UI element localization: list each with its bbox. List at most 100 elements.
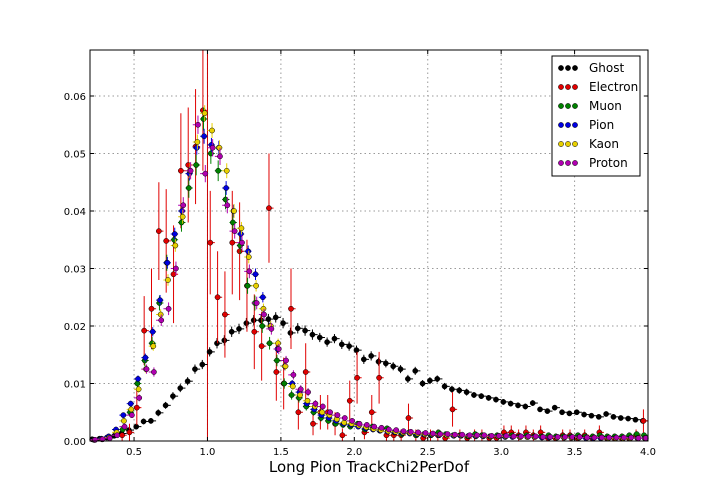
data-point bbox=[437, 431, 444, 437]
data-point bbox=[547, 434, 554, 440]
legend-label: Ghost bbox=[589, 61, 624, 75]
data-point bbox=[540, 434, 546, 440]
data-point bbox=[195, 121, 201, 128]
data-point bbox=[493, 396, 499, 403]
data-point bbox=[305, 389, 311, 395]
data-point bbox=[368, 353, 375, 359]
y-tick-label: 0.04 bbox=[64, 207, 86, 218]
legend-marker bbox=[558, 103, 564, 109]
x-axis-title: Long Pion TrackChi2PerDof bbox=[269, 458, 470, 476]
data-point bbox=[449, 406, 456, 413]
x-tick-label: 2.5 bbox=[420, 447, 436, 458]
x-tick-label: 1.5 bbox=[273, 447, 289, 458]
data-point bbox=[214, 294, 221, 301]
data-point bbox=[245, 248, 252, 255]
data-point bbox=[280, 320, 286, 326]
legend-marker bbox=[565, 65, 571, 71]
data-point bbox=[324, 339, 330, 345]
legend-marker bbox=[565, 84, 571, 90]
legend-label: Kaon bbox=[589, 137, 619, 151]
data-point bbox=[288, 305, 294, 312]
data-point bbox=[133, 404, 140, 411]
data-point bbox=[238, 225, 245, 232]
data-point bbox=[187, 167, 194, 174]
data-point bbox=[177, 385, 184, 391]
data-point bbox=[228, 328, 235, 335]
data-point bbox=[383, 360, 389, 367]
data-point bbox=[217, 153, 223, 160]
data-point bbox=[310, 420, 316, 427]
data-point bbox=[289, 383, 296, 390]
data-point bbox=[193, 144, 200, 151]
data-point bbox=[171, 231, 178, 237]
data-point bbox=[449, 386, 455, 393]
legend-marker bbox=[565, 160, 571, 166]
data-point bbox=[162, 402, 169, 409]
data-point bbox=[252, 271, 259, 278]
data-point bbox=[171, 236, 177, 243]
data-point bbox=[632, 416, 639, 423]
y-tick-label: 0.02 bbox=[64, 322, 86, 333]
data-point bbox=[360, 356, 367, 363]
data-point bbox=[170, 271, 177, 278]
data-point bbox=[316, 334, 323, 341]
data-point bbox=[378, 424, 385, 431]
data-point bbox=[237, 231, 244, 237]
data-point bbox=[128, 406, 135, 413]
legend-marker bbox=[572, 65, 578, 71]
data-point bbox=[253, 300, 260, 306]
legend-marker bbox=[558, 141, 564, 147]
data-point bbox=[363, 422, 370, 428]
data-point bbox=[613, 434, 620, 441]
data-point bbox=[500, 399, 507, 405]
legend-item-proton: Proton bbox=[558, 156, 628, 170]
data-point bbox=[488, 432, 495, 439]
data-point bbox=[481, 432, 488, 439]
data-point bbox=[386, 426, 392, 433]
data-point bbox=[149, 328, 156, 335]
data-point bbox=[327, 409, 333, 416]
data-point bbox=[282, 363, 289, 370]
data-point bbox=[562, 434, 568, 440]
data-point bbox=[390, 363, 397, 370]
data-point bbox=[610, 414, 617, 420]
data-point bbox=[266, 205, 272, 211]
legend-box bbox=[551, 55, 641, 177]
data-point bbox=[92, 437, 99, 443]
data-point bbox=[628, 434, 634, 441]
data-point bbox=[478, 393, 485, 399]
data-point bbox=[397, 366, 404, 372]
data-point bbox=[537, 406, 543, 413]
y-tick-label: 0.01 bbox=[64, 380, 86, 391]
legend-marker bbox=[558, 84, 564, 90]
data-point bbox=[114, 432, 121, 439]
data-point bbox=[595, 414, 602, 420]
legend-marker bbox=[572, 84, 578, 90]
data-point bbox=[142, 354, 149, 361]
data-point bbox=[164, 259, 171, 266]
legend-label: Proton bbox=[589, 156, 628, 170]
data-point bbox=[375, 358, 382, 365]
data-point bbox=[221, 337, 228, 344]
data-point bbox=[434, 376, 441, 382]
data-point bbox=[319, 403, 326, 410]
data-point bbox=[223, 185, 229, 191]
data-point bbox=[185, 185, 192, 191]
x-tick-label: 1.0 bbox=[200, 447, 216, 458]
data-point bbox=[258, 317, 264, 324]
data-point bbox=[178, 167, 184, 174]
x-tick-label: 2.0 bbox=[346, 447, 362, 458]
data-point bbox=[178, 219, 185, 226]
data-point bbox=[148, 305, 155, 312]
data-point bbox=[193, 162, 200, 168]
data-point bbox=[400, 428, 407, 435]
data-point bbox=[584, 434, 590, 441]
data-point bbox=[312, 400, 319, 407]
data-point bbox=[422, 430, 429, 436]
data-point bbox=[135, 376, 141, 382]
data-point bbox=[302, 369, 309, 375]
data-point bbox=[427, 377, 433, 384]
y-tick-label: 0.00 bbox=[64, 437, 86, 448]
legend-marker bbox=[572, 103, 578, 109]
data-point bbox=[507, 400, 514, 407]
